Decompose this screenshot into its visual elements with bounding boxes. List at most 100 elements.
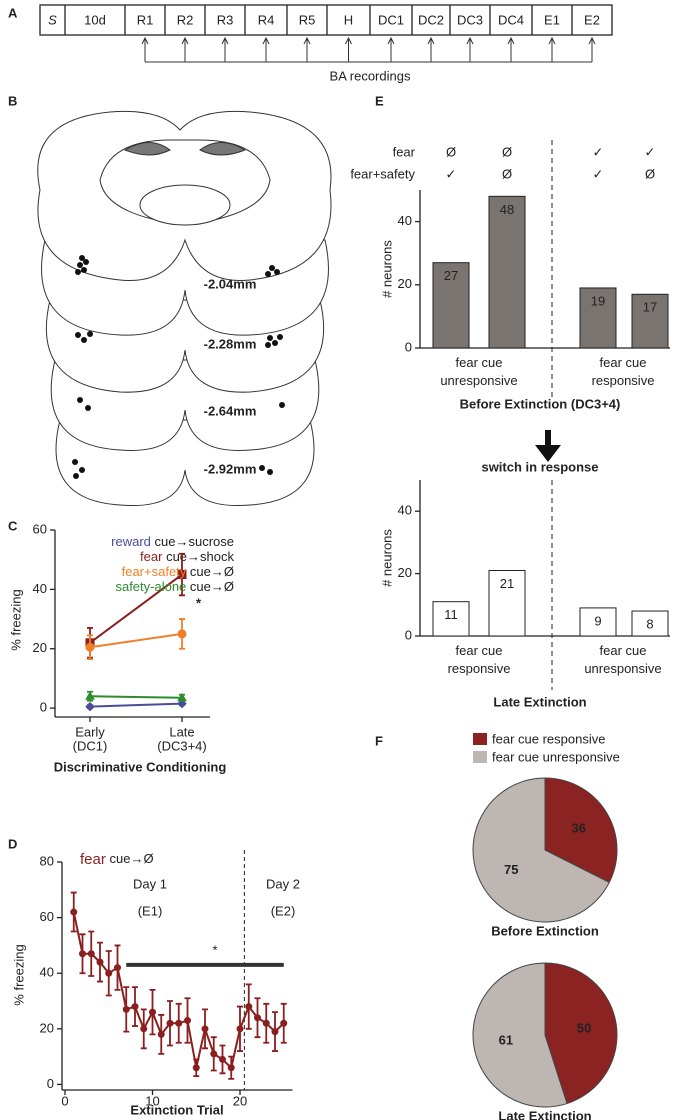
response-mark: Ø [446,144,456,159]
timeline-box [39,4,613,36]
pie-slice [544,962,618,1105]
y-axis-label: % freezing [8,589,23,650]
slice-label: 50 [577,1020,591,1035]
timeline-label: BA recordings [330,68,411,83]
group-label: fear cue unresponsive [440,355,517,388]
arrow-head [181,36,189,45]
day-label: Day 2 [266,876,300,891]
brain-level: -2.64mm [204,403,257,418]
bar [631,610,669,637]
bar-value: 17 [643,300,657,315]
panel-letter: D [8,836,17,851]
arrow-head [466,36,474,45]
x-tick-label: 10 [145,1093,159,1108]
arrow-head [548,36,556,45]
row-label: fear+safety [350,166,415,181]
point [254,1014,261,1022]
x-tick-label: Late [169,724,194,739]
timeline-cell: DC1 [378,12,404,27]
group-label: fear cue unresponsive [584,643,661,676]
point [85,691,95,700]
y-tick-label: 20 [40,1020,54,1035]
pie-slice [472,777,610,923]
bar-value: 21 [500,576,514,591]
group-label-line: fear cue [600,643,647,658]
panel-letter: B [8,93,17,108]
brain-sections [37,110,332,507]
chart-title: Late Extinction [493,694,586,709]
legend-name: fear [80,851,106,868]
point [85,701,95,712]
day-label: (E2) [271,903,296,918]
legend-label: fear cue unresponsive [492,749,620,764]
bar [488,195,526,349]
point [166,1019,174,1027]
legend-text: cue→Ø [190,564,234,579]
arrow-head [588,36,596,45]
panel-letter: C [8,518,18,533]
response-mark: Ø [502,166,512,181]
y-tick-label: 20 [398,565,412,580]
point [280,1019,288,1027]
group-label-line: fear cue [600,355,647,370]
pie-slice [544,777,618,884]
x-axis-label: Discriminative Conditioning [54,759,227,774]
panel-letter: A [8,5,18,20]
legend-name: fear+safety [122,564,187,579]
panel-letter: F [375,733,383,748]
legend-entry: fear+safety cue→Ø [122,564,234,579]
point [192,1064,200,1072]
timeline-cell: R1 [137,12,154,27]
note: switch in response [481,459,598,474]
y-axis-label: # neurons [379,240,394,298]
y-tick-label: 0 [405,339,412,354]
arrow-head [345,36,352,45]
response-mark: ✓ [593,166,604,181]
x-tick-sublabel: (DC1) [73,738,108,753]
brain-level: -2.28mm [204,336,257,351]
response-mark: ✓ [593,144,604,159]
bar [432,262,470,349]
timeline-cell: DC2 [418,12,444,27]
timeline-cell: E1 [544,12,560,27]
pie-title: Before Extinction [491,923,599,938]
point [227,1064,235,1072]
point [219,1055,226,1063]
response-mark: ✓ [645,144,656,159]
y-tick-label: 40 [398,503,412,518]
timeline-cell: DC4 [498,12,524,27]
bar-value: 9 [594,613,601,628]
series-line [89,632,183,649]
point [140,1025,148,1033]
x-tick-label: Early [75,724,105,739]
point [96,958,104,966]
timeline-cell: R2 [177,12,194,27]
group-label-line: fear cue [456,643,503,658]
y-tick-label: 20 [33,640,47,655]
point [262,1019,270,1027]
x-tick-label: 0 [61,1093,68,1108]
slice-label: 61 [499,1033,513,1048]
y-tick-label: 40 [40,965,54,980]
y-axis-label: % freezing [11,944,26,1005]
legend-text: cue→shock [166,549,234,564]
chart-title: Before Extinction (DC3+4) [460,396,621,411]
legend-entry: reward cue→sucrose [111,534,234,549]
legend-name: safety-alone [115,579,186,594]
y-tick-label: 60 [33,521,47,536]
timeline-cell: R3 [217,12,234,27]
group-label-line: responsive [592,373,655,388]
day-label: (E1) [138,903,163,918]
point [184,1016,191,1024]
timeline-cell: S [48,12,57,27]
point [157,1030,165,1038]
pie-slice [472,962,568,1108]
point [236,1025,244,1033]
point [177,698,187,709]
y-tick-label: 0 [47,1076,54,1091]
recording-sites [72,255,285,479]
y-tick-label: 40 [398,213,412,228]
point [105,969,113,977]
bar [579,607,617,637]
timeline-cell: R4 [258,12,275,27]
